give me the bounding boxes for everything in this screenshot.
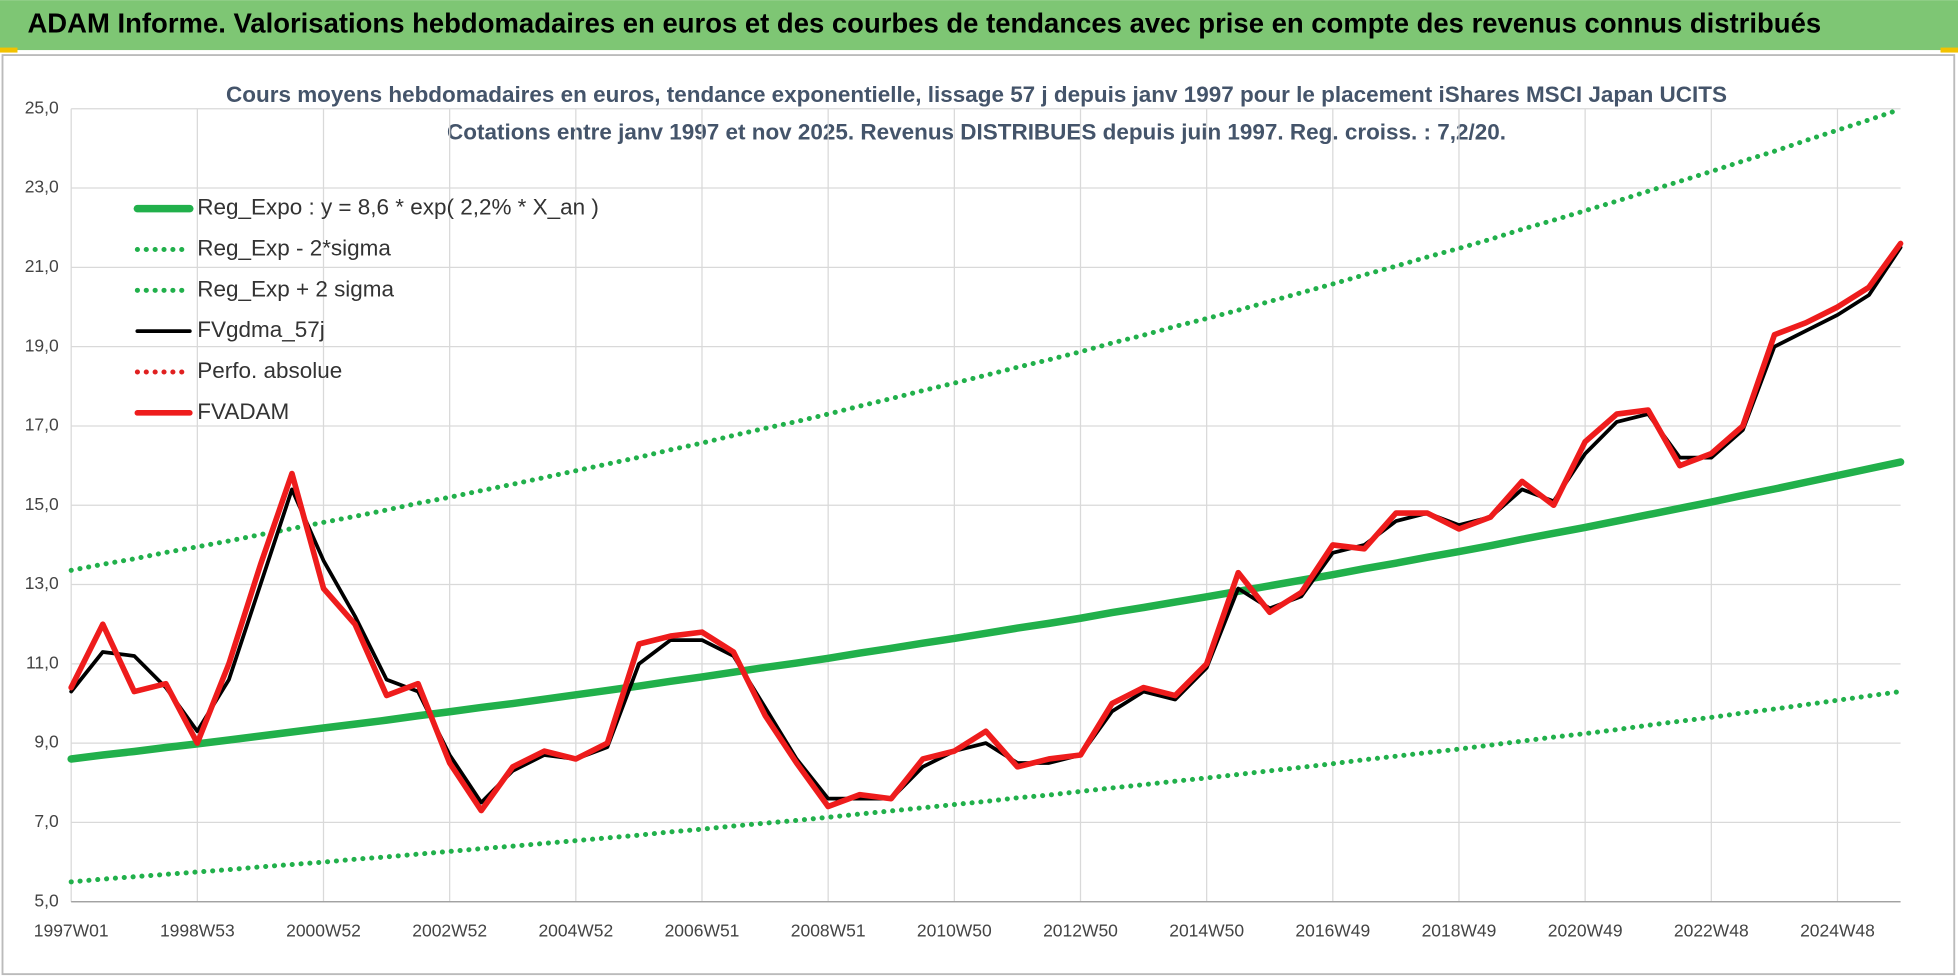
chart-area (1, 54, 1956, 976)
x-tick-label: 1997W01 (34, 920, 109, 940)
series-line (68, 689, 1904, 885)
y-tick-label: 25,0 (25, 97, 59, 117)
y-tick-label: 9,0 (34, 732, 59, 752)
x-tick-label: 2006W51 (665, 920, 740, 940)
y-tick-label: 7,0 (34, 811, 59, 831)
plot (67, 106, 1905, 885)
series-line (68, 240, 1904, 814)
legend-label: Reg_Expo : y = 8,6 * exp( 2,2% * X_an ) (197, 195, 599, 220)
legend-label: Reg_Exp + 2 sigma (197, 276, 394, 301)
legend-label: Perfo. absolue (197, 358, 342, 383)
x-tick-label: 2018W49 (1422, 920, 1497, 940)
series-line (69, 245, 1903, 805)
corner (0, 47, 18, 53)
x-tick-label: 2016W49 (1295, 920, 1370, 940)
legend-label: Reg_Exp - 2*sigma (197, 235, 391, 260)
x-tick-label: 2022W48 (1674, 920, 1749, 940)
y-tick-label: 13,0 (25, 573, 59, 593)
grid: 5,0 7,0 9,0 11,0 13,0 15,0 17,0 19,0 21,0 23,0 25,… (25, 97, 1901, 940)
corner (1940, 47, 1958, 53)
y-tick-label: 21,0 (25, 256, 59, 276)
header-bar (0, 0, 1958, 51)
x-tick-label: 2008W51 (791, 920, 866, 940)
legend: Reg_Expo : y = 8,6 * exp( 2,2% * X_an ) R… (133, 195, 599, 424)
x-tick-label: 2004W52 (538, 920, 613, 940)
y-tick-label: 19,0 (25, 335, 59, 355)
header-title: ADAM Informe. Valorisations hebdomadaire… (27, 7, 1821, 38)
x-tick-label: 2000W52 (286, 920, 361, 940)
series-line (68, 106, 1904, 573)
chart-title: Cours moyens hebdomadaires en euros, ten… (226, 82, 1727, 107)
series-line (67, 458, 1905, 763)
y-tick-label: 15,0 (25, 494, 59, 514)
y-tick-label: 5,0 (34, 890, 59, 910)
x-tick-label: 2010W50 (917, 920, 992, 940)
x-tick-label: 2014W50 (1169, 920, 1244, 940)
x-tick-label: 2012W50 (1043, 920, 1118, 940)
legend-label: FVgdma_57j (197, 317, 324, 342)
legend-label: FVADAM (197, 399, 289, 424)
x-tick-label: 1998W53 (160, 920, 235, 940)
x-tick-label: 2002W52 (412, 920, 487, 940)
y-tick-label: 23,0 (25, 177, 59, 197)
x-tick-label: 2020W49 (1548, 920, 1623, 940)
x-tick-label: 2024W48 (1800, 920, 1875, 940)
chart-subtitle: Cotations entre janv 1997 et nov 2025. R… (447, 120, 1506, 145)
y-tick-label: 17,0 (25, 415, 59, 435)
y-tick-label: 11,0 (26, 652, 59, 672)
